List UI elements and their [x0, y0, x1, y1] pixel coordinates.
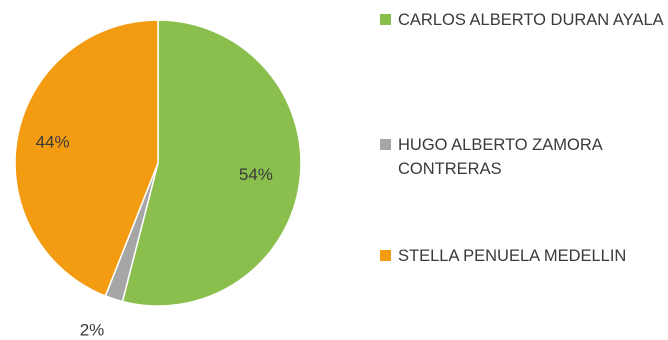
- legend-item-carlos: CARLOS ALBERTO DURAN AYALA: [380, 8, 668, 32]
- pie-slices: [14, 19, 302, 307]
- legend: CARLOS ALBERTO DURAN AYALA HUGO ALBERTO …: [380, 0, 668, 340]
- pie-data-label: 44%: [36, 132, 70, 151]
- legend-label: CARLOS ALBERTO DURAN AYALA: [398, 11, 664, 29]
- legend-swatch: [380, 139, 391, 150]
- pie-slice: [121, 19, 302, 307]
- legend-item-hugo: HUGO ALBERTO ZAMORA CONTRERAS: [380, 133, 668, 181]
- pie-data-label: 54%: [239, 165, 273, 184]
- legend-item-stella: STELLA PENUELA MEDELLIN: [380, 244, 668, 268]
- pie-slice: [14, 19, 159, 297]
- pie-data-label: 2%: [80, 320, 105, 339]
- legend-label: HUGO ALBERTO ZAMORA CONTRERAS: [398, 136, 602, 178]
- legend-label: STELLA PENUELA MEDELLIN: [398, 247, 627, 265]
- legend-swatch: [380, 250, 391, 261]
- legend-swatch: [380, 14, 391, 25]
- pie-data-labels: 54% 2% 44%: [36, 132, 273, 339]
- pie-plot: 54% 2% 44%: [14, 19, 302, 339]
